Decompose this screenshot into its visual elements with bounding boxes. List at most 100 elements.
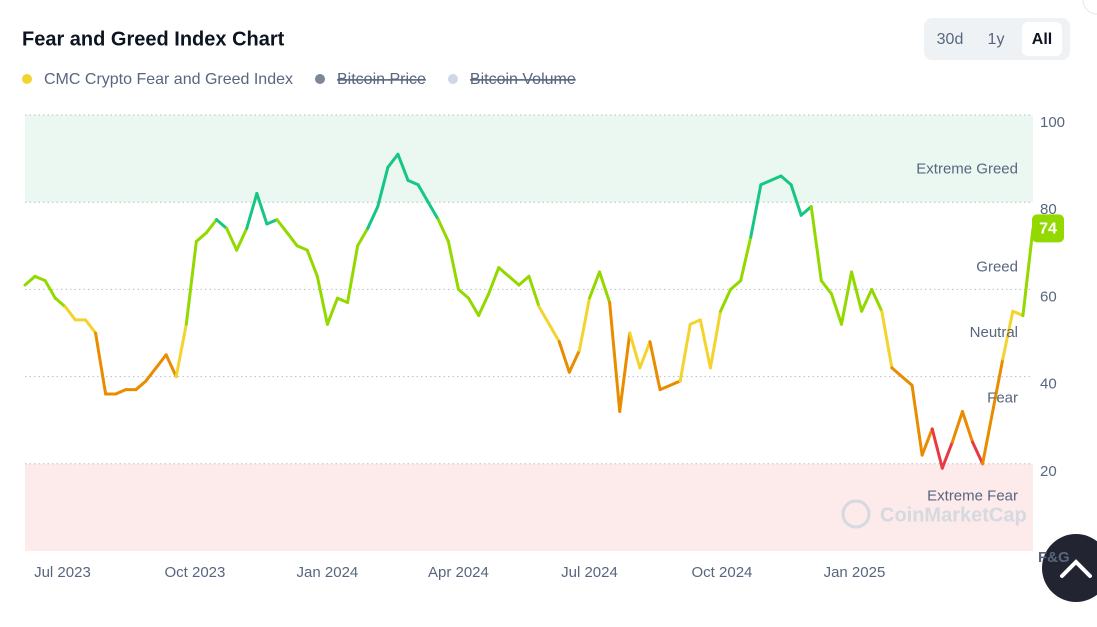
line-segment: [547, 322, 561, 344]
line-segment: [144, 366, 158, 383]
corner-button[interactable]: [1082, 0, 1097, 15]
line-segment: [43, 279, 57, 300]
x-tick-label: Jul 2023: [34, 564, 91, 581]
line-segment: [719, 287, 733, 313]
line-segment: [174, 322, 188, 379]
line-segment: [860, 287, 874, 313]
line-segment: [335, 296, 350, 304]
range-button[interactable]: All: [1032, 31, 1052, 48]
legend-label[interactable]: Bitcoin Price: [337, 71, 426, 88]
line-segment: [739, 235, 753, 283]
x-tick-label: Jul 2024: [561, 564, 618, 581]
line-segment: [517, 274, 531, 287]
line-segment: [658, 383, 672, 392]
legend-marker[interactable]: [315, 74, 325, 84]
line-segment: [53, 296, 67, 309]
line-segment: [295, 244, 309, 252]
zone-band: [25, 463, 1033, 551]
line-segment: [325, 296, 339, 326]
zone-label: Fear: [987, 389, 1018, 406]
line-segment: [204, 218, 219, 235]
range-button[interactable]: 30d: [937, 31, 964, 48]
line-segment: [275, 218, 289, 235]
line-segment: [900, 375, 914, 387]
line-segment: [366, 205, 380, 230]
line-segment: [749, 183, 763, 239]
line-segment: [436, 218, 450, 243]
line-segment: [688, 318, 702, 326]
legend-marker[interactable]: [22, 74, 32, 84]
line-segment: [154, 353, 168, 370]
line-segment: [950, 409, 964, 444]
y-tick-label: 60: [1040, 288, 1057, 305]
line-segment: [23, 274, 37, 287]
x-tick-label: Jan 2024: [297, 564, 359, 581]
line-segment: [729, 279, 743, 291]
line-segment: [638, 340, 652, 370]
line-segment: [557, 340, 571, 374]
y-tick-label: 40: [1040, 376, 1057, 393]
line-segment: [346, 244, 360, 304]
y-axis-label: F&G: [1038, 549, 1070, 566]
line-segment: [467, 296, 481, 318]
line-segment: [456, 287, 471, 300]
last-value-badge: [1032, 214, 1064, 243]
line-segment: [668, 379, 682, 387]
line-segment: [819, 279, 833, 296]
chart-title: Fear and Greed Index Chart: [22, 28, 285, 50]
line-segment: [507, 274, 521, 287]
zone-band: [25, 115, 1033, 203]
watermark-logo: [841, 499, 871, 529]
line-segment: [698, 318, 712, 370]
zone-label: Extreme Fear: [927, 487, 1018, 504]
range-button-active[interactable]: [1022, 22, 1062, 56]
scroll-top-icon: [1060, 559, 1092, 578]
legend-marker[interactable]: [447, 74, 458, 84]
line-segment: [497, 266, 511, 278]
last-value-label: 74: [1039, 221, 1057, 238]
line-segment: [184, 239, 198, 326]
line-segment: [628, 331, 642, 370]
line-segment: [839, 270, 854, 326]
line-segment: [114, 388, 128, 396]
line-segment: [567, 348, 581, 374]
y-tick-label: 20: [1040, 463, 1057, 480]
line-segment: [164, 353, 178, 379]
legend-label[interactable]: Bitcoin Volume: [470, 71, 576, 88]
line-segment: [63, 305, 77, 322]
line-segment: [890, 366, 904, 379]
line-segment: [376, 165, 390, 209]
line-segment: [225, 226, 239, 252]
line-segment: [356, 226, 370, 248]
zone-label: Extreme Greed: [916, 160, 1018, 177]
line-segment: [33, 274, 47, 283]
line-segment: [789, 183, 803, 217]
line-segment: [487, 266, 501, 296]
line-segment: [678, 322, 692, 383]
line-segment: [83, 318, 98, 335]
line-segment: [527, 274, 541, 309]
line-segment: [577, 296, 591, 352]
line-segment: [930, 427, 944, 470]
line-segment: [406, 178, 420, 187]
x-tick-label: Oct 2023: [164, 564, 225, 581]
line-segment: [910, 383, 924, 457]
x-tick-label: Jan 2025: [824, 564, 886, 581]
watermark: CoinMarketCap: [880, 504, 1027, 526]
line-segment: [1011, 309, 1025, 318]
line-segment: [920, 427, 934, 457]
legend-label[interactable]: CMC Crypto Fear and Greed Index: [44, 71, 293, 88]
line-segment: [971, 440, 985, 466]
line-segment: [850, 270, 864, 313]
line-segment: [598, 270, 612, 304]
line-segment: [215, 218, 229, 230]
line-segment: [769, 174, 783, 182]
line-segment: [708, 309, 723, 370]
line-segment: [809, 205, 823, 283]
range-button[interactable]: 1y: [988, 31, 1005, 48]
y-tick-label: 80: [1040, 201, 1057, 218]
line-segment: [829, 292, 843, 326]
plot: [23, 114, 1035, 551]
line-segment: [426, 200, 440, 222]
line-segment: [779, 174, 793, 187]
